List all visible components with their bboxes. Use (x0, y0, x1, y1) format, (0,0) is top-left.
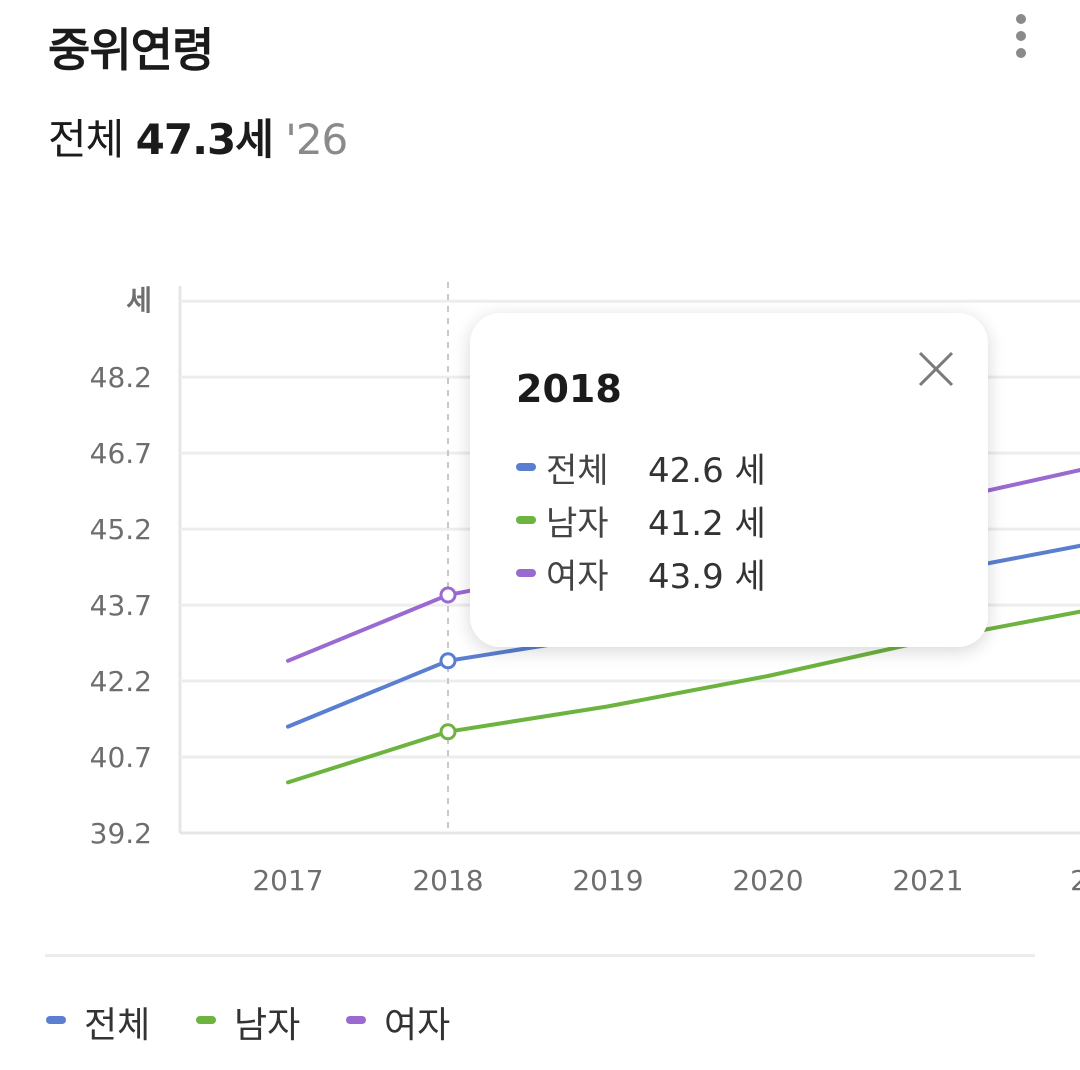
data-tooltip: 2018 전체 42.6 세 남자 41.2 세 여자 43.9 세 (470, 313, 988, 647)
y-tick-label: 39.2 (90, 817, 152, 850)
y-tick-label: 46.7 (90, 437, 152, 470)
x-tick-label: 2021 (892, 864, 963, 897)
legend-swatch-male (196, 1016, 216, 1024)
legend-label: 전체 (84, 1005, 151, 1046)
tooltip-series-value: 42.6 세 (648, 451, 766, 491)
summary-value: 47.3세 (135, 115, 274, 164)
legend-divider (45, 954, 1035, 957)
summary-label: 전체 (48, 115, 124, 164)
x-tick-label: 2020 (732, 864, 803, 897)
tooltip-swatch-total (516, 463, 536, 471)
legend-label: 여자 (384, 1005, 451, 1046)
tooltip-year: 2018 (516, 367, 622, 411)
x-tick-label: 2019 (572, 864, 643, 897)
page-title: 중위연령 (48, 23, 214, 77)
y-tick-label: 40.7 (90, 741, 152, 774)
tooltip-series-value: 43.9 세 (648, 557, 766, 597)
y-axis-unit-label: 세 (126, 284, 152, 317)
highlight-point (439, 652, 457, 670)
close-icon[interactable] (914, 347, 958, 391)
x-tick-label: 2018 (412, 864, 483, 897)
highlight-point (439, 586, 457, 604)
tooltip-series-name: 전체 (546, 451, 609, 491)
y-tick-label: 45.2 (90, 513, 152, 546)
y-tick-label: 43.7 (90, 589, 152, 622)
summary-year: '26 (285, 115, 348, 164)
summary-line: 전체 47.3세 '26 (48, 106, 348, 167)
x-tick-label: 20 (1070, 864, 1080, 897)
y-tick-label: 42.2 (90, 665, 152, 698)
tooltip-series-name: 남자 (546, 504, 609, 544)
y-tick-label: 48.2 (90, 361, 152, 394)
tooltip-series-name: 여자 (546, 557, 609, 597)
more-options-icon[interactable] (1000, 8, 1044, 64)
tooltip-swatch-male (516, 516, 536, 524)
legend-swatch-female (346, 1016, 366, 1024)
highlight-point (439, 723, 457, 741)
legend-label: 남자 (234, 1005, 301, 1046)
tooltip-swatch-female (516, 569, 536, 577)
tooltip-series-value: 41.2 세 (648, 504, 766, 544)
legend-swatch-total (46, 1016, 66, 1024)
x-tick-label: 2017 (252, 864, 323, 897)
